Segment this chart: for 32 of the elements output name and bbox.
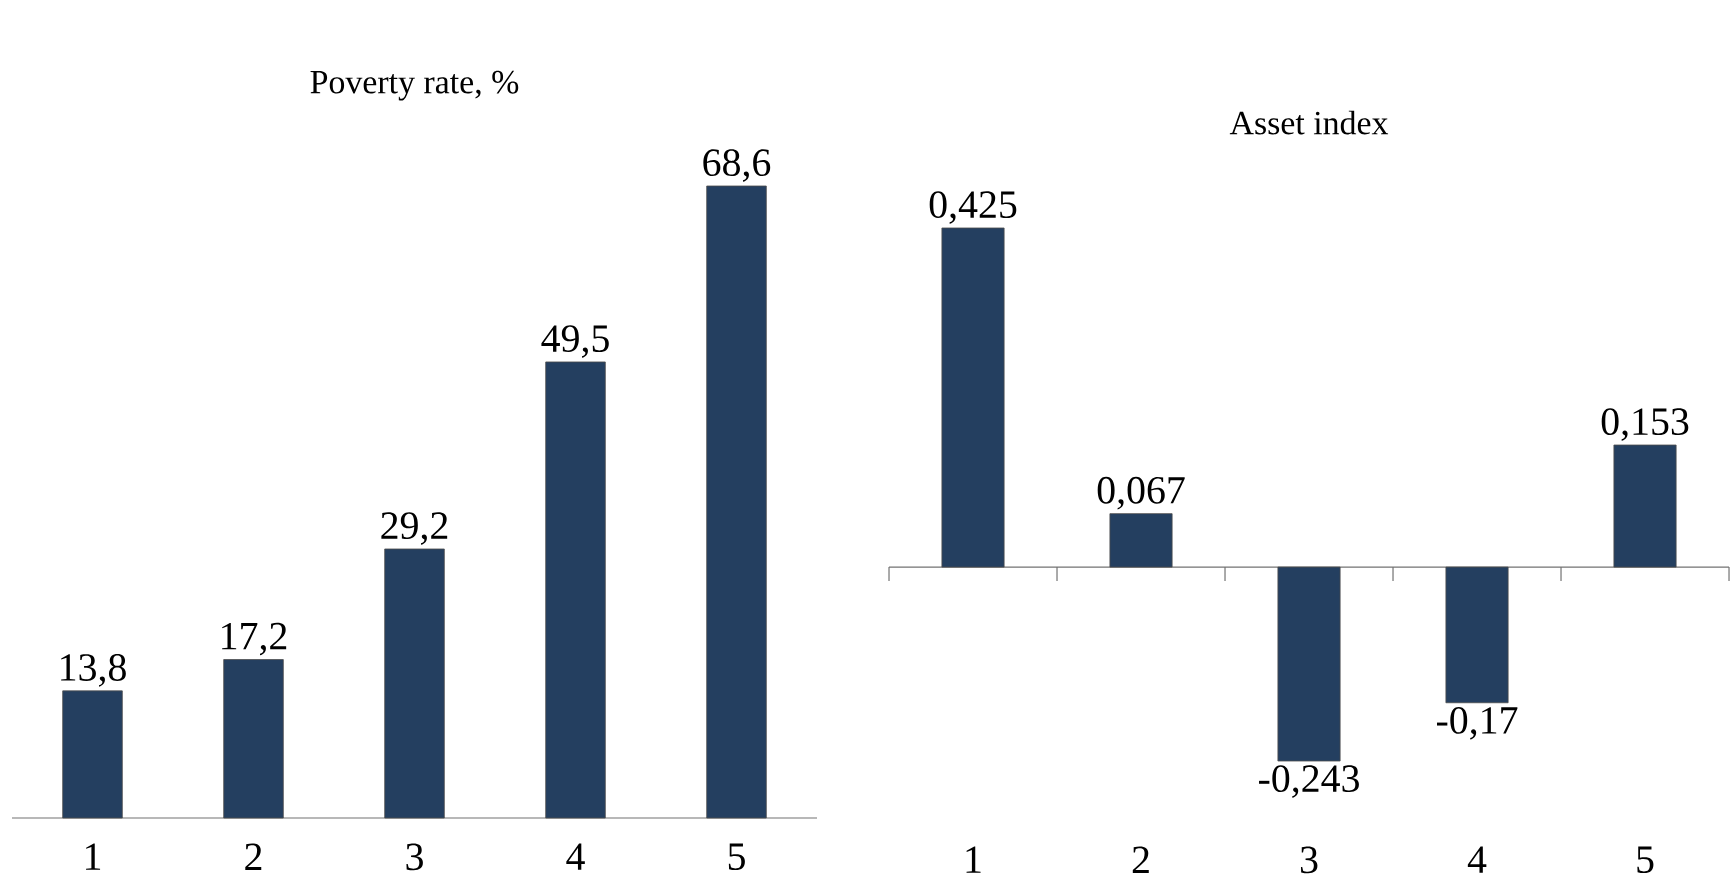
data-label: 13,8: [61, 654, 126, 687]
bar: [706, 185, 767, 819]
bar: [941, 227, 1005, 568]
data-label: -0,243: [1259, 765, 1359, 798]
data-label: -0,17: [1437, 706, 1518, 740]
chart-title: Poverty rate, %: [310, 70, 519, 101]
x-tick-label: 5: [1637, 846, 1654, 874]
x-tick-label: 1: [966, 846, 981, 873]
bar: [1277, 566, 1341, 762]
data-label: 68,6: [703, 149, 771, 182]
x-tick-label: 5: [728, 843, 745, 870]
chart-title: Asset index: [1229, 110, 1389, 135]
x-tick-label: 3: [406, 843, 423, 871]
data-label: 0,067: [1097, 476, 1185, 510]
data-label: 0,153: [1601, 408, 1689, 441]
bar: [223, 659, 284, 819]
x-tick-label: 4: [1467, 846, 1487, 873]
x-tick-label: 1: [86, 843, 101, 870]
data-label: 29,2: [381, 512, 448, 545]
bar: [1445, 566, 1509, 704]
x-tick-label: 4: [566, 843, 585, 870]
bar: [1109, 513, 1173, 568]
x-tick-label: 2: [245, 843, 262, 870]
x-tick-label: 3: [1300, 846, 1318, 874]
bar: [545, 361, 606, 819]
bar: [62, 690, 123, 819]
data-label: 49,5: [541, 325, 609, 358]
data-label: 17,2: [222, 622, 287, 656]
bar: [1613, 444, 1677, 568]
bar: [384, 548, 445, 819]
x-tick-label: 2: [1132, 846, 1149, 873]
data-label: 0,425: [929, 191, 1017, 224]
